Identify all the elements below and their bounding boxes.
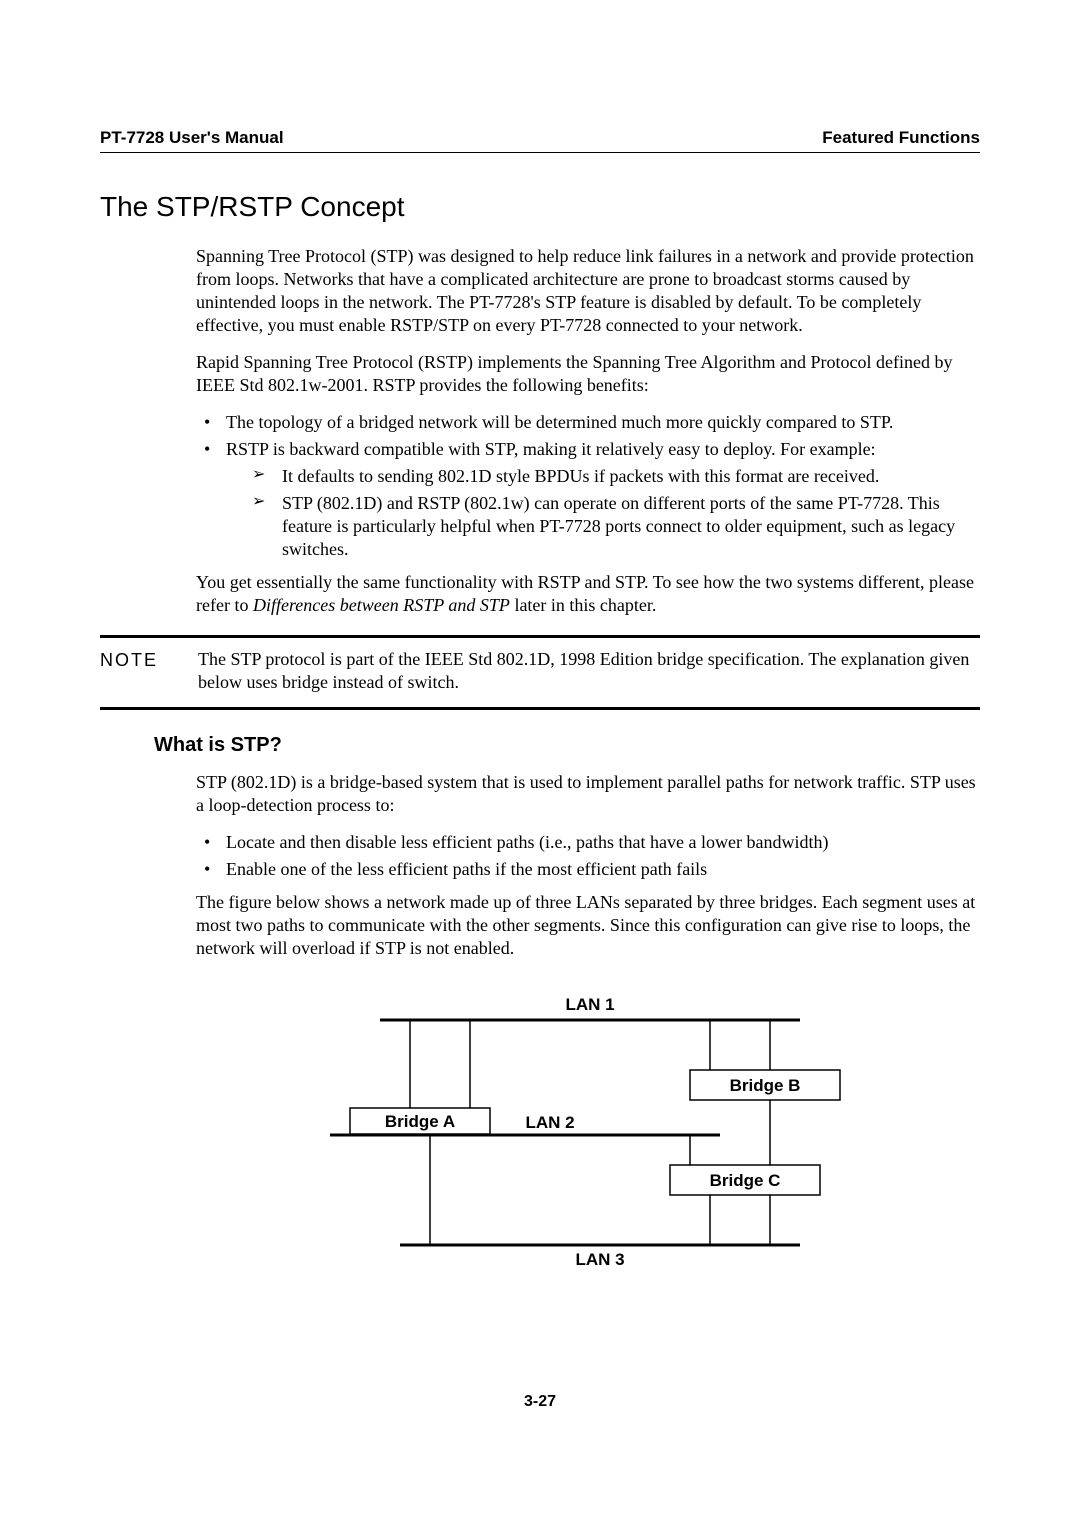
bridgeC-label: Bridge C <box>710 1171 781 1190</box>
body-block-1: Spanning Tree Protocol (STP) was designe… <box>196 245 980 617</box>
section-title: The STP/RSTP Concept <box>100 191 980 223</box>
paragraph: You get essentially the same functionali… <box>196 571 980 617</box>
text-run: later in this chapter. <box>510 595 656 615</box>
paragraph: STP (802.1D) is a bridge-based system th… <box>196 771 980 817</box>
page-content: PT-7728 User's Manual Featured Functions… <box>0 0 1080 1275</box>
paragraph: The figure below shows a network made up… <box>196 891 980 960</box>
note-text: The STP protocol is part of the IEEE Std… <box>198 648 980 694</box>
bullet-list: Locate and then disable less efficient p… <box>196 831 980 881</box>
arrow-list: It defaults to sending 802.1D style BPDU… <box>226 465 980 561</box>
arrow-item: STP (802.1D) and RSTP (802.1w) can opera… <box>252 492 980 561</box>
italic-reference: Differences between RSTP and STP <box>253 595 510 615</box>
network-diagram: LAN 1 LAN 2 LAN 3 Bridge A <box>270 990 980 1275</box>
note-block: NOTE The STP protocol is part of the IEE… <box>100 635 980 709</box>
arrow-item: It defaults to sending 802.1D style BPDU… <box>252 465 980 488</box>
lan3-label: LAN 3 <box>575 1250 624 1269</box>
page-header: PT-7728 User's Manual Featured Functions <box>100 128 980 153</box>
body-block-2: STP (802.1D) is a bridge-based system th… <box>196 771 980 960</box>
lan2-label: LAN 2 <box>525 1113 574 1132</box>
header-left: PT-7728 User's Manual <box>100 128 284 148</box>
diagram-svg: LAN 1 LAN 2 LAN 3 Bridge A <box>270 990 890 1270</box>
bullet-list: The topology of a bridged network will b… <box>196 411 980 561</box>
bullet-item: Locate and then disable less efficient p… <box>196 831 980 854</box>
bullet-text: RSTP is backward compatible with STP, ma… <box>226 439 876 459</box>
page-number: 3-27 <box>0 1393 1080 1411</box>
bullet-item: RSTP is backward compatible with STP, ma… <box>196 438 980 561</box>
bullet-item: Enable one of the less efficient paths i… <box>196 858 980 881</box>
paragraph: Rapid Spanning Tree Protocol (RSTP) impl… <box>196 351 980 397</box>
subsection-title: What is STP? <box>154 734 980 757</box>
note-label: NOTE <box>100 648 170 694</box>
bridgeA-label: Bridge A <box>385 1112 455 1131</box>
bridgeB-label: Bridge B <box>730 1076 801 1095</box>
bullet-item: The topology of a bridged network will b… <box>196 411 980 434</box>
header-right: Featured Functions <box>822 128 980 148</box>
paragraph: Spanning Tree Protocol (STP) was designe… <box>196 245 980 337</box>
lan1-label: LAN 1 <box>565 995 614 1014</box>
